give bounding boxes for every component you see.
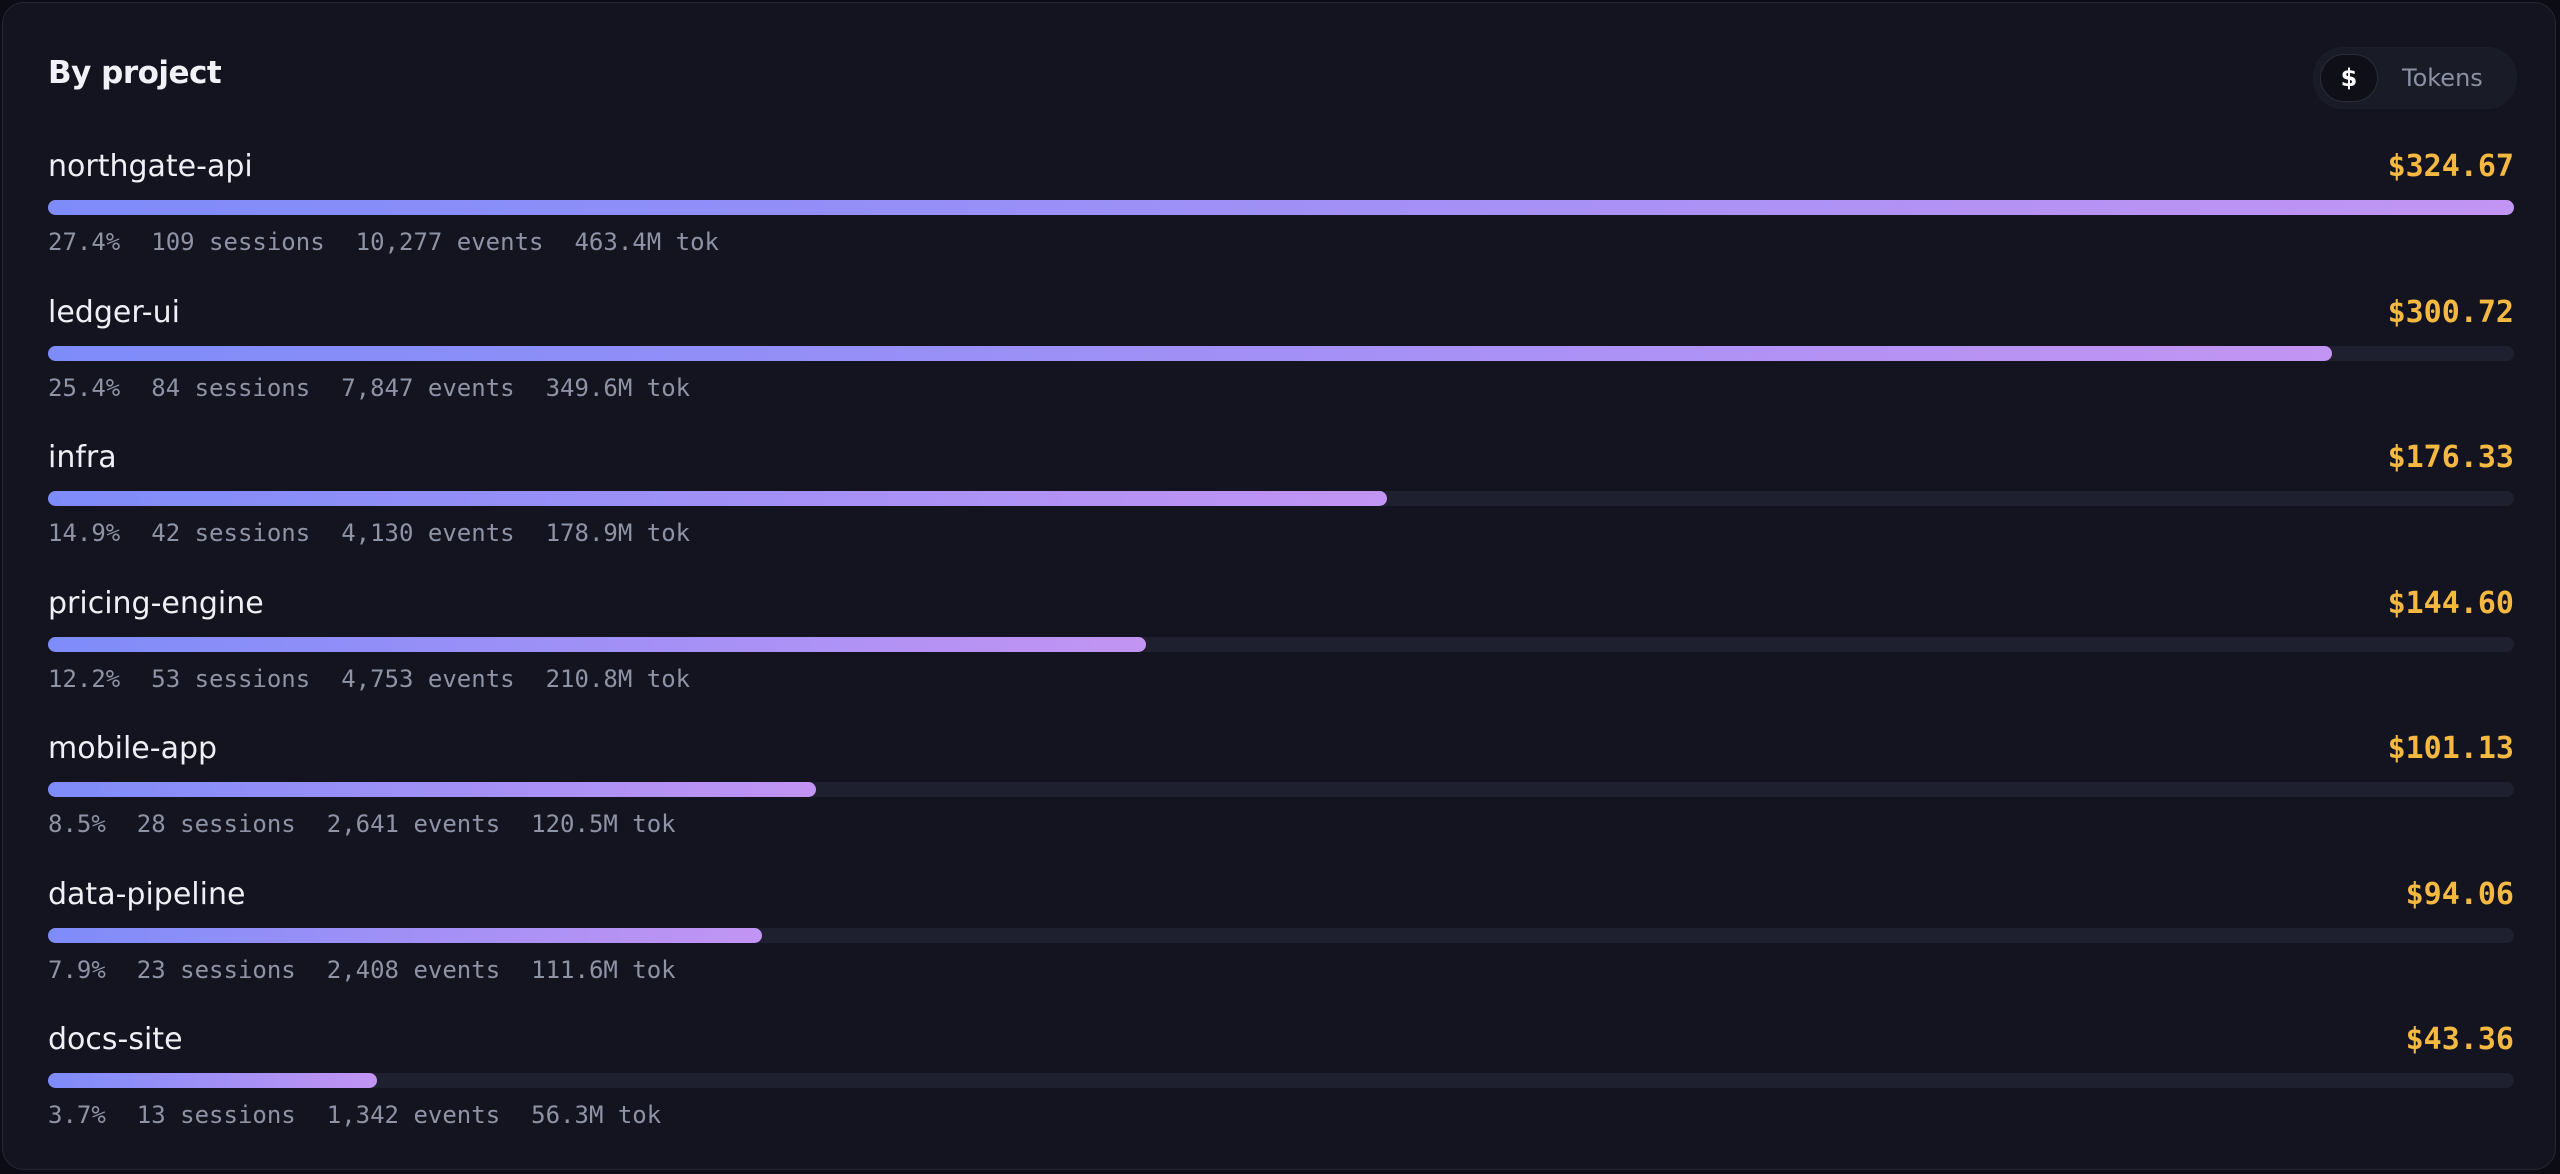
bar-track <box>48 345 2514 361</box>
project-cost: $324.67 <box>2387 149 2514 184</box>
project-row[interactable]: northgate-api $324.67 27.4% 109 sessions 10,… <box>48 149 2514 289</box>
project-name: docs-site <box>48 1022 183 1057</box>
project-name: northgate-api <box>48 149 253 184</box>
project-cost: $176.33 <box>2387 440 2514 475</box>
cost-bar <box>48 200 2514 215</box>
stat: 27.4% <box>48 228 121 256</box>
stat: 13 sessions <box>136 1101 296 1129</box>
project-stats: 7.9% 23 sessions 2,408 events 111.6M tok <box>48 956 707 984</box>
stat: 53 sessions <box>151 664 311 693</box>
project-row[interactable]: mobile-app $101.13 8.5% 28 sessions 2,641 ev… <box>48 731 2514 871</box>
stat: 25.4% <box>48 373 121 402</box>
stat: 14.9% <box>48 519 121 547</box>
project-row[interactable]: data-pipeline $94.06 7.9% 23 sessions 2,408 … <box>48 877 2514 1017</box>
bar-track <box>48 927 2514 943</box>
stat: 109 sessions <box>151 228 325 256</box>
bar-track <box>48 491 2514 506</box>
stat: 2,408 events <box>326 955 501 984</box>
cost-bar <box>48 782 817 797</box>
project-cost: $43.36 <box>2405 1022 2514 1057</box>
stat: 12.2% <box>48 664 121 693</box>
project-row[interactable]: ledger-ui $300.72 25.4% 84 sessions 7,847 ev… <box>48 295 2514 435</box>
bar-track <box>48 1073 2514 1088</box>
cost-bar <box>48 345 2333 361</box>
project-stats: 14.9% 42 sessions 4,130 events 178.9M tok <box>48 519 721 547</box>
stat: 23 sessions <box>136 955 296 984</box>
stat: 4,130 events <box>341 519 515 547</box>
bar-track <box>48 200 2514 215</box>
stat: 349.6M tok <box>545 373 691 402</box>
project-name: pricing-engine <box>48 585 264 621</box>
stat: 7,847 events <box>341 373 515 402</box>
stat: 210.8M tok <box>545 664 691 693</box>
project-stats: 8.5% 28 sessions 2,641 events 120.5M tok <box>48 810 707 838</box>
project-stats: 3.7% 13 sessions 1,342 events 56.3M tok <box>48 1101 692 1129</box>
cost-bar <box>48 636 1147 652</box>
project-cost: $101.13 <box>2387 731 2514 766</box>
project-name: infra <box>48 440 117 475</box>
stat: 1,342 events <box>326 1101 501 1129</box>
stat: 56.3M tok <box>531 1101 662 1129</box>
project-stats: 12.2% 53 sessions 4,753 events 210.8M tok <box>48 665 721 693</box>
project-cost: $300.72 <box>2387 294 2514 330</box>
stat: 8.5% <box>48 810 106 838</box>
stat: 7.9% <box>48 955 106 984</box>
stat: 42 sessions <box>151 519 311 547</box>
stat: 28 sessions <box>136 810 296 838</box>
project-row[interactable]: docs-site $43.36 3.7% 13 sessions 1,342 even… <box>48 1022 2514 1162</box>
project-stats: 27.4% 109 sessions 10,277 events 463.4M tok <box>48 228 750 256</box>
stat: 2,641 events <box>326 810 501 838</box>
project-cost: $94.06 <box>2405 876 2514 912</box>
stat: 178.9M tok <box>545 519 691 547</box>
stat: 4,753 events <box>341 664 515 693</box>
stat: 463.4M tok <box>574 228 719 256</box>
project-name: mobile-app <box>48 731 218 766</box>
cost-bar <box>48 927 763 943</box>
project-stats: 25.4% 84 sessions 7,847 events 349.6M tok <box>48 374 721 402</box>
bar-track <box>48 636 2514 652</box>
cost-bar <box>48 491 1388 506</box>
project-name: ledger-ui <box>48 294 180 330</box>
stat: 84 sessions <box>151 373 311 402</box>
stat: 10,277 events <box>355 228 544 256</box>
cost-bar <box>48 1073 378 1088</box>
stat: 3.7% <box>48 1101 106 1129</box>
stat: 111.6M tok <box>531 955 676 984</box>
bar-track <box>48 782 2514 797</box>
toggle-tokens[interactable]: Tokens <box>2402 64 2483 92</box>
toggle-dollar[interactable]: $ <box>2320 54 2378 102</box>
card-title: By project <box>48 55 222 91</box>
project-row[interactable]: infra $176.33 14.9% 42 sessions 4,130 events… <box>48 440 2514 580</box>
project-row[interactable]: pricing-engine $144.60 12.2% 53 sessions 4,7… <box>48 586 2514 726</box>
unit-toggle: $ Tokens <box>2313 47 2517 109</box>
project-name: data-pipeline <box>48 876 246 912</box>
stat: 120.5M tok <box>531 810 676 838</box>
project-cost: $144.60 <box>2387 585 2514 621</box>
